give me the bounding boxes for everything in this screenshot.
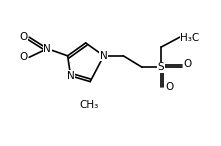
Text: N: N (67, 71, 74, 81)
Text: O: O (166, 82, 174, 92)
Text: N: N (100, 51, 108, 61)
Text: S: S (158, 62, 164, 72)
Text: N: N (43, 44, 51, 54)
Text: CH₃: CH₃ (79, 100, 98, 110)
Text: O: O (183, 59, 191, 69)
Text: O: O (19, 32, 28, 42)
Text: O: O (19, 52, 28, 62)
Text: H₃C: H₃C (181, 33, 200, 43)
